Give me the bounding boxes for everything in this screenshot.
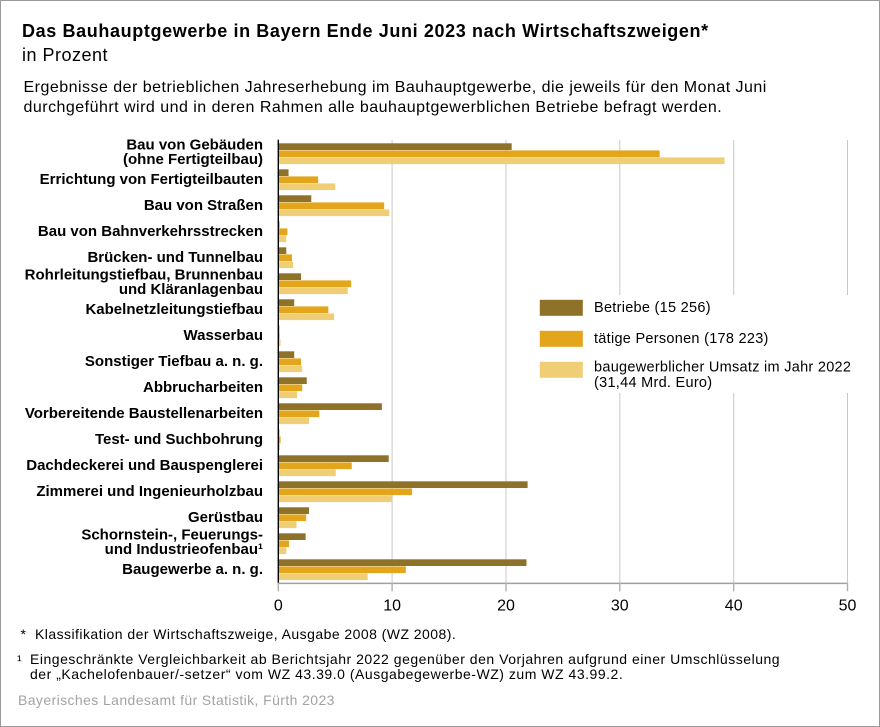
svg-text:Bau von Gebäuden: Bau von Gebäuden [126, 137, 263, 154]
svg-text:und Industrieofenbau¹: und Industrieofenbau¹ [105, 541, 263, 558]
svg-text:Schornstein-, Feuerungs-: Schornstein-, Feuerungs- [81, 527, 263, 544]
svg-text:Errichtung von Fertigteilbaute: Errichtung von Fertigteilbauten [40, 171, 263, 188]
svg-text:(31,44 Mrd. Euro): (31,44 Mrd. Euro) [594, 375, 712, 391]
svg-text:Sonstiger Tiefbau a. n. g.: Sonstiger Tiefbau a. n. g. [85, 353, 263, 370]
svg-text:Abbrucharbeiten: Abbrucharbeiten [143, 379, 263, 396]
svg-text:Bau von Bahnverkehrsstrecken: Bau von Bahnverkehrsstrecken [38, 223, 263, 240]
svg-text:20: 20 [497, 598, 515, 615]
svg-text:Bau von Straßen: Bau von Straßen [144, 197, 263, 214]
svg-text:Brücken- und Tunnelbau: Brücken- und Tunnelbau [87, 249, 263, 266]
svg-text:und Kläranlagenbau: und Kläranlagenbau [119, 281, 263, 298]
svg-text:Betriebe (15 256): Betriebe (15 256) [594, 300, 711, 316]
svg-text:30: 30 [611, 598, 629, 615]
svg-text:50: 50 [839, 598, 857, 615]
svg-text:(ohne Fertigteilbau): (ohne Fertigteilbau) [123, 151, 263, 168]
svg-text:Dachdeckerei und Bauspenglerei: Dachdeckerei und Bauspenglerei [26, 457, 263, 474]
svg-text:baugewerblicher Umsatz im Jahr: baugewerblicher Umsatz im Jahr 2022 [594, 359, 851, 375]
svg-text:Vorbereitende Baustellenarbeit: Vorbereitende Baustellenarbeiten [25, 405, 263, 422]
svg-text:10: 10 [383, 598, 401, 615]
svg-text:Baugewerbe a. n. g.: Baugewerbe a. n. g. [122, 561, 263, 578]
svg-text:Kabelnetzleitungstiefbau: Kabelnetzleitungstiefbau [85, 301, 263, 318]
svg-text:tätige Personen (178 223): tätige Personen (178 223) [594, 331, 769, 347]
svg-text:40: 40 [725, 598, 743, 615]
svg-text:0: 0 [274, 598, 283, 615]
svg-text:Zimmerei und Ingenieurholzbau: Zimmerei und Ingenieurholzbau [36, 483, 263, 500]
svg-text:Gerüstbau: Gerüstbau [188, 509, 263, 526]
svg-text:Rohrleitungstiefbau, Brunnenba: Rohrleitungstiefbau, Brunnenbau [25, 267, 263, 284]
svg-text:Wasserbau: Wasserbau [184, 327, 263, 344]
svg-text:Test- und Suchbohrung: Test- und Suchbohrung [95, 431, 263, 448]
